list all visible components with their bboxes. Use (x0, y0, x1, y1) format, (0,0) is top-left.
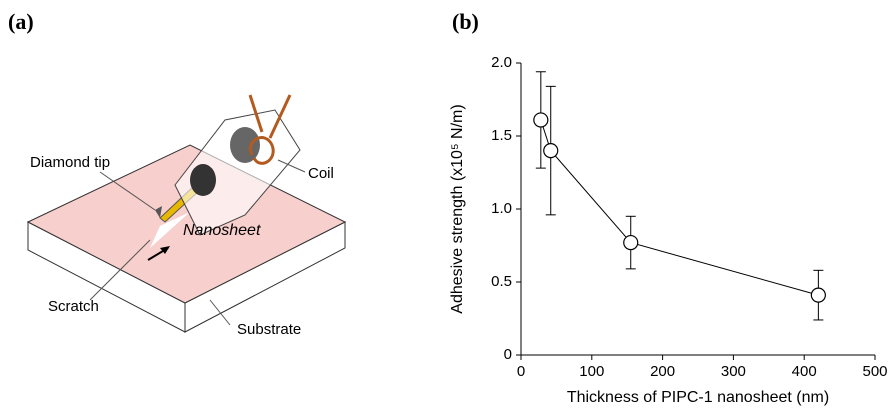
y-axis-label: Adhesive strength (x10⁵ N/m) (449, 104, 466, 313)
diamond-tip (155, 206, 162, 218)
chart: 0 0.5 1.0 1.5 2.0 0 100 200 300 400 500 Thickness o… (449, 54, 887, 406)
magnet (230, 127, 260, 163)
leader-line (89, 239, 151, 301)
diagram-label: Nanosheet (183, 222, 261, 239)
line (540, 119, 819, 296)
scratch-diagram: Diamond tip Coil Nanosheet Scratch Subst… (26, 94, 347, 338)
y-tick-label: 1.0 (491, 200, 512, 217)
x-tick-label: 100 (579, 363, 604, 380)
y-tick-label: 2.0 (491, 54, 512, 71)
arrow-head (160, 246, 170, 254)
x-axis-label: Thickness of PIPC-1 nanosheet (nm) (567, 389, 829, 406)
point (543, 143, 559, 159)
x-tick-label: 400 (792, 363, 817, 380)
diagram-label: Diamond tip (30, 154, 110, 171)
panel-label: (a) (8, 9, 34, 34)
point (533, 112, 549, 128)
x-tick-label: 300 (721, 363, 746, 380)
y-tick-label: 0 (504, 346, 512, 363)
x-tick-label: 200 (650, 363, 675, 380)
point (623, 234, 639, 251)
leader-line (277, 159, 306, 173)
y-tick-label: 1.5 (491, 127, 512, 144)
leader-line (99, 171, 156, 211)
x-tick-label: 500 (862, 363, 887, 380)
y-tick-label: 0.5 (491, 273, 512, 290)
point (810, 287, 826, 303)
scratch-mark (150, 212, 190, 248)
diagram-label: Coil (308, 165, 334, 182)
diagram-label: Scratch (48, 298, 99, 315)
x-tick-label: 0 (517, 363, 525, 380)
diagram-label: Substrate (237, 321, 301, 338)
holder (190, 164, 216, 196)
coil-wire (248, 94, 292, 165)
leader-line (209, 299, 231, 326)
panel-label: (b) (452, 9, 479, 34)
